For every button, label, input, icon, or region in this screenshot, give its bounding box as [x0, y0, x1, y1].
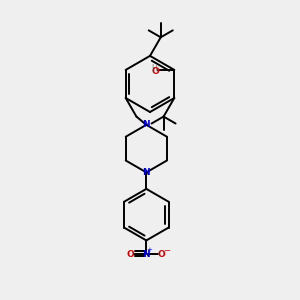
- Text: N: N: [142, 168, 150, 177]
- Text: +: +: [147, 247, 153, 253]
- Text: H: H: [152, 64, 158, 73]
- Text: O: O: [152, 67, 159, 76]
- Text: O: O: [157, 250, 165, 259]
- Text: N: N: [142, 120, 150, 129]
- Text: O: O: [127, 250, 135, 259]
- Text: −: −: [163, 247, 170, 256]
- Text: N: N: [142, 250, 150, 259]
